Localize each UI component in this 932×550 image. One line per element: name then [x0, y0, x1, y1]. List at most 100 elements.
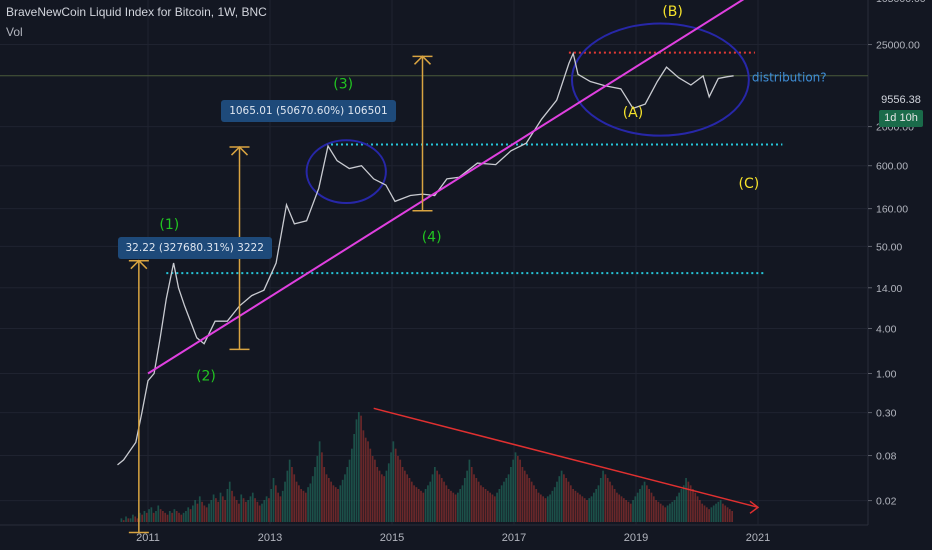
volume-bar	[150, 507, 153, 522]
volume-bar	[576, 492, 579, 522]
volume-bar	[588, 498, 591, 522]
volume-bar	[155, 511, 157, 522]
volume-bar	[309, 483, 312, 522]
volume-bar	[491, 494, 494, 522]
volume-bar	[134, 516, 137, 522]
volume-bar	[191, 505, 194, 522]
volume-bar	[332, 485, 335, 522]
volume-bar	[662, 505, 664, 522]
volume-bar	[673, 500, 676, 522]
x-tick-label: 2021	[746, 532, 770, 544]
volume-bar	[281, 490, 284, 522]
volume-bar	[461, 485, 464, 522]
volume-bar	[632, 500, 634, 522]
volume-bar	[685, 478, 687, 522]
volume-bar	[410, 481, 413, 522]
volume-bar	[420, 490, 422, 522]
y-tick-label: 14.00	[876, 283, 902, 295]
volume-bar	[440, 478, 443, 522]
volume-bar	[629, 503, 632, 522]
chart-title: BraveNewCoin Liquid Index for Bitcoin, 1…	[6, 5, 267, 19]
volume-bar	[300, 489, 303, 522]
volume-bar	[722, 503, 724, 522]
volume-bar	[533, 485, 535, 522]
volume-bar	[586, 500, 588, 522]
volume-bar	[360, 415, 362, 522]
volume-bar	[457, 492, 459, 522]
volume-bar	[120, 518, 123, 522]
volume-bar	[208, 503, 210, 522]
volume-bar	[540, 494, 542, 522]
y-tick-label: 50.00	[876, 241, 902, 253]
volume-bar	[180, 514, 183, 522]
volume-bar	[376, 467, 379, 522]
volume-bar	[314, 467, 316, 522]
volume-bar	[717, 501, 720, 522]
volume-bar	[348, 459, 351, 522]
volume-bar	[371, 456, 374, 522]
volume-bar	[496, 492, 498, 522]
volume-bar	[364, 437, 367, 522]
volume-bar	[583, 498, 586, 522]
x-tick-label: 2011	[136, 532, 160, 544]
volume-bar	[327, 478, 330, 522]
volume-bar	[655, 500, 657, 522]
volume-bar	[505, 478, 508, 522]
volume-bar	[574, 490, 577, 522]
volume-bar	[480, 485, 482, 522]
price-series-line	[117, 51, 734, 466]
volume-bar	[203, 505, 206, 522]
x-tick-label: 2013	[258, 532, 282, 544]
volume-bar	[279, 496, 282, 522]
volume-bar	[224, 500, 226, 522]
volume-bar	[659, 503, 662, 522]
volume-bar	[217, 501, 220, 522]
volume-bar	[175, 511, 178, 522]
volume-bar	[427, 485, 429, 522]
volume-bar	[618, 494, 621, 522]
volume-bar	[351, 448, 353, 522]
volume-bar	[383, 476, 385, 522]
volume-bar	[450, 490, 452, 522]
volume-bar	[293, 474, 296, 522]
volume-bar	[546, 496, 549, 522]
volume-bar	[270, 489, 273, 522]
volume-bar	[138, 512, 141, 522]
volume-bar	[171, 512, 173, 522]
volume-bar	[510, 467, 512, 522]
volume-bar	[503, 481, 505, 522]
volume-bar	[392, 441, 395, 522]
volume-bar	[556, 481, 558, 522]
y-tick-label: 0.30	[876, 408, 897, 420]
volume-bar	[597, 485, 600, 522]
volume-bar	[417, 489, 420, 522]
wave-label: (A)	[623, 105, 644, 121]
volume-bar	[669, 503, 671, 522]
volume-bar	[298, 485, 300, 522]
volume-bar	[671, 501, 674, 522]
volume-bar	[689, 485, 692, 522]
long-term-trendline	[147, 0, 745, 375]
volume-bar	[415, 487, 418, 522]
measure-arrowhead	[413, 55, 432, 65]
y-tick-label: 105000.00	[876, 0, 926, 5]
volume-bar	[602, 470, 604, 522]
x-tick-label: 2019	[624, 532, 648, 544]
volume-bar	[500, 485, 503, 522]
volume-bar	[249, 496, 252, 522]
volume-bar	[650, 492, 653, 522]
volume-bar	[724, 505, 727, 522]
volume-bar	[245, 501, 247, 522]
volume-bar	[325, 474, 328, 522]
volume-bar	[694, 492, 697, 522]
volume-bar	[646, 485, 648, 522]
volume-bar	[210, 500, 213, 522]
volume-bar	[215, 498, 217, 522]
volume-bar	[205, 507, 208, 522]
wave-label: (C)	[738, 176, 759, 192]
volume-indicator-label[interactable]: Vol	[6, 25, 23, 39]
volume-bar	[648, 489, 651, 522]
volume-bar	[265, 496, 268, 522]
volume-bar	[606, 478, 609, 522]
